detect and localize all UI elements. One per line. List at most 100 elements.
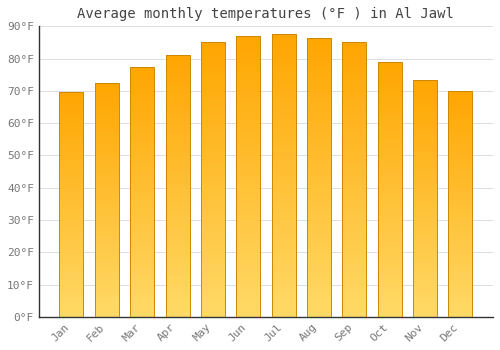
Bar <box>60 92 84 317</box>
Bar <box>378 198 402 202</box>
Bar <box>378 181 402 185</box>
Bar <box>236 247 260 251</box>
Bar <box>166 221 190 225</box>
Bar <box>342 303 366 308</box>
Bar <box>201 42 225 47</box>
Bar <box>307 61 331 65</box>
Bar <box>448 238 472 241</box>
Bar <box>166 55 190 60</box>
Bar <box>60 190 84 194</box>
Bar <box>166 94 190 99</box>
Bar <box>60 201 84 205</box>
Bar <box>236 167 260 172</box>
Bar <box>307 37 331 317</box>
Bar <box>272 274 295 279</box>
Bar <box>272 124 295 128</box>
Bar <box>448 257 472 260</box>
Bar <box>236 106 260 111</box>
Bar <box>166 273 190 278</box>
Bar <box>448 193 472 196</box>
Bar <box>201 93 225 97</box>
Bar <box>95 114 119 118</box>
Bar <box>378 279 402 283</box>
Bar <box>201 239 225 244</box>
Bar <box>201 266 225 271</box>
Bar <box>342 212 366 216</box>
Bar <box>307 159 331 163</box>
Bar <box>95 138 119 141</box>
Bar <box>95 126 119 130</box>
Bar <box>378 283 402 287</box>
Bar <box>95 149 119 153</box>
Bar <box>60 246 84 250</box>
Bar <box>272 114 295 119</box>
Bar <box>130 121 154 125</box>
Bar <box>60 96 84 100</box>
Bar <box>448 268 472 272</box>
Bar <box>95 313 119 317</box>
Bar <box>342 170 366 175</box>
Bar <box>95 192 119 196</box>
Bar <box>236 120 260 125</box>
Bar <box>60 279 84 283</box>
Bar <box>95 130 119 133</box>
Bar <box>60 261 84 265</box>
Bar <box>201 285 225 289</box>
Bar <box>307 79 331 84</box>
Bar <box>448 204 472 208</box>
Bar <box>342 234 366 239</box>
Bar <box>60 208 84 212</box>
Bar <box>130 75 154 79</box>
Bar <box>60 265 84 268</box>
Bar <box>166 256 190 260</box>
Bar <box>60 107 84 111</box>
Bar <box>236 92 260 97</box>
Bar <box>236 55 260 60</box>
Bar <box>307 270 331 275</box>
Bar <box>166 125 190 130</box>
Bar <box>201 143 225 148</box>
Bar <box>95 110 119 114</box>
Bar <box>236 200 260 204</box>
Bar <box>201 312 225 317</box>
Bar <box>448 275 472 279</box>
Bar <box>342 125 366 129</box>
Bar <box>413 210 437 214</box>
Bar <box>236 270 260 275</box>
Bar <box>130 246 154 250</box>
Bar <box>130 112 154 117</box>
Bar <box>60 111 84 115</box>
Bar <box>342 93 366 97</box>
Bar <box>60 287 84 290</box>
Bar <box>236 228 260 232</box>
Bar <box>342 42 366 317</box>
Bar <box>378 104 402 108</box>
Bar <box>130 183 154 188</box>
Bar <box>413 261 437 265</box>
Bar <box>130 154 154 158</box>
Bar <box>95 200 119 204</box>
Bar <box>95 83 119 87</box>
Bar <box>166 265 190 269</box>
Bar <box>95 289 119 293</box>
Bar <box>378 240 402 245</box>
Bar <box>95 282 119 286</box>
Bar <box>130 129 154 133</box>
Bar <box>95 223 119 227</box>
Bar <box>95 196 119 200</box>
Bar <box>166 286 190 290</box>
Bar <box>342 289 366 294</box>
Bar <box>448 287 472 290</box>
Bar <box>95 231 119 235</box>
Bar <box>413 186 437 190</box>
Bar <box>130 96 154 100</box>
Bar <box>307 75 331 79</box>
Bar <box>60 175 84 178</box>
Bar <box>166 90 190 94</box>
Bar <box>378 291 402 295</box>
Bar <box>448 215 472 219</box>
Bar <box>342 61 366 65</box>
Bar <box>236 265 260 270</box>
Bar <box>448 272 472 275</box>
Bar <box>272 303 295 307</box>
